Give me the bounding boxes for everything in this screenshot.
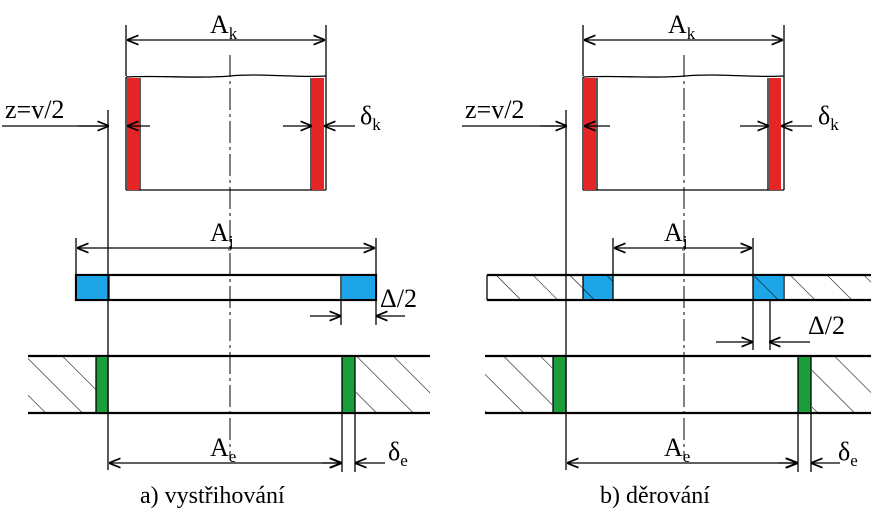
die-wall-left-b (553, 357, 566, 412)
clearance-right: z=v/2 (462, 95, 610, 126)
sheet-pierced (486, 273, 871, 302)
label-ae-right: Ae (664, 433, 690, 466)
label-ak-left: Ak (210, 10, 238, 43)
label-clearance-left: z=v/2 (5, 95, 64, 124)
dimension-ak-left: Ak (125, 10, 327, 76)
offset-dim-right: Δ/2 (716, 300, 845, 350)
punch-wall-right-b (769, 78, 781, 190)
part-edge-left (77, 276, 108, 299)
label-offset-left: Δ/2 (380, 284, 417, 313)
punch-wall-dim-left: δk (283, 101, 381, 134)
punch-blanking (125, 74, 327, 191)
punch-wall-dim-right: δk (740, 101, 839, 134)
part-edge-right (342, 276, 375, 299)
die-wall-right-b (798, 357, 811, 412)
offset-dim-left: Δ/2 (310, 284, 417, 325)
label-dk-left: δk (360, 101, 381, 134)
label-de-right: δe (838, 437, 858, 470)
panel-blanking: Ak z=v/2 δk Aj (2, 10, 430, 509)
dimension-ak-right: Ak (582, 10, 785, 76)
label-de-left: δe (388, 437, 408, 470)
die-wall-left (96, 357, 108, 412)
dimension-aj-right: Aj (612, 218, 754, 274)
label-clearance-right: z=v/2 (465, 95, 524, 124)
panel-piercing: Ak z=v/2 δk (462, 10, 871, 509)
punch-wall-left (127, 78, 139, 190)
caption-left: a) vystřihování (140, 483, 285, 509)
part-blank (74, 273, 378, 302)
label-aj-left: Aj (210, 218, 234, 251)
die-wall-right (342, 357, 355, 412)
clearance-left: z=v/2 (2, 95, 150, 126)
dimension-ae-left: Ae δe (110, 414, 408, 472)
label-ak-right: Ak (668, 10, 696, 43)
caption-right: b) děrování (600, 483, 710, 509)
die-piercing (485, 354, 871, 415)
label-dk-right: δk (818, 101, 839, 134)
label-ae-left: Ae (210, 433, 236, 466)
punch-wall-right (312, 78, 324, 190)
punch-wall-left-b (584, 78, 596, 190)
dimension-ae-right: Ae δe (568, 414, 858, 472)
punch-piercing (582, 74, 785, 191)
die-blanking (28, 354, 430, 415)
label-offset-right: Δ/2 (808, 311, 845, 340)
dimension-aj-left: Aj (75, 218, 377, 274)
label-aj-right: Aj (664, 218, 688, 251)
